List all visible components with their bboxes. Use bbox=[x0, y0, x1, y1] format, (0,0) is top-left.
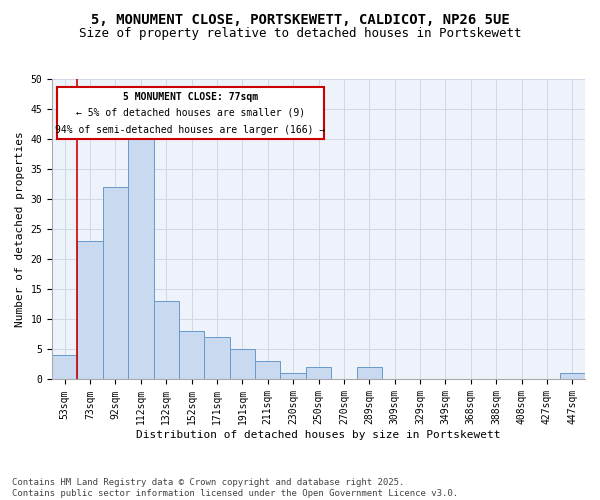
Text: 5, MONUMENT CLOSE, PORTSKEWETT, CALDICOT, NP26 5UE: 5, MONUMENT CLOSE, PORTSKEWETT, CALDICOT… bbox=[91, 12, 509, 26]
X-axis label: Distribution of detached houses by size in Portskewett: Distribution of detached houses by size … bbox=[136, 430, 501, 440]
Bar bbox=[356, 368, 382, 380]
Bar bbox=[128, 139, 154, 380]
Bar bbox=[103, 187, 128, 380]
Bar bbox=[560, 374, 585, 380]
Bar bbox=[280, 374, 306, 380]
Bar bbox=[230, 350, 255, 380]
Text: 94% of semi-detached houses are larger (166) →: 94% of semi-detached houses are larger (… bbox=[55, 124, 326, 134]
Y-axis label: Number of detached properties: Number of detached properties bbox=[15, 132, 25, 327]
Text: Size of property relative to detached houses in Portskewett: Size of property relative to detached ho… bbox=[79, 28, 521, 40]
Text: 5 MONUMENT CLOSE: 77sqm: 5 MONUMENT CLOSE: 77sqm bbox=[123, 92, 258, 102]
Bar bbox=[255, 362, 280, 380]
Bar bbox=[52, 356, 77, 380]
Bar bbox=[77, 242, 103, 380]
Bar bbox=[306, 368, 331, 380]
Text: ← 5% of detached houses are smaller (9): ← 5% of detached houses are smaller (9) bbox=[76, 108, 305, 118]
Bar bbox=[154, 302, 179, 380]
Bar bbox=[179, 332, 205, 380]
Bar bbox=[205, 338, 230, 380]
Text: Contains HM Land Registry data © Crown copyright and database right 2025.
Contai: Contains HM Land Registry data © Crown c… bbox=[12, 478, 458, 498]
FancyBboxPatch shape bbox=[58, 86, 324, 139]
